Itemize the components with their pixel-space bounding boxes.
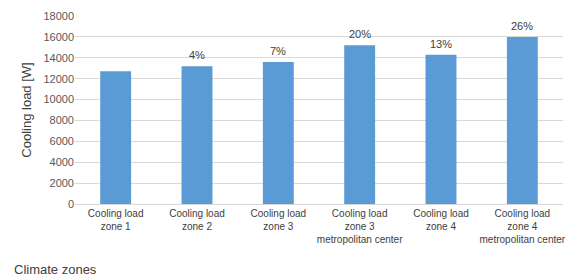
svg-text:18000: 18000 [43,10,74,22]
svg-text:Cooling loadzone 4: Cooling loadzone 4 [413,208,469,232]
svg-text:16000: 16000 [43,31,74,43]
svg-text:Cooling loadzone 4metropolitan: Cooling loadzone 4metropolitan center [480,208,566,245]
svg-text:Climate zones: Climate zones [14,262,97,277]
svg-text:26%: 26% [511,20,533,32]
svg-text:12000: 12000 [43,73,74,85]
svg-text:Cooling load [W]: Cooling load [W] [19,62,34,157]
svg-text:13%: 13% [430,38,452,50]
svg-text:Cooling loadzone 3: Cooling loadzone 3 [251,208,307,232]
svg-text:20%: 20% [349,28,371,40]
svg-text:6000: 6000 [50,135,74,147]
svg-text:Cooling loadzone 2: Cooling loadzone 2 [169,208,225,232]
svg-text:4000: 4000 [50,156,74,168]
svg-text:0: 0 [68,198,74,210]
svg-text:14000: 14000 [43,52,74,64]
svg-text:7%: 7% [270,45,286,57]
svg-text:Cooling loadzone 3metropolitan: Cooling loadzone 3metropolitan center [317,208,403,245]
svg-text:8000: 8000 [50,114,74,126]
svg-text:4%: 4% [189,49,205,61]
svg-text:10000: 10000 [43,93,74,105]
svg-text:Cooling loadzone 1: Cooling loadzone 1 [88,208,144,232]
svg-text:2000: 2000 [50,177,74,189]
